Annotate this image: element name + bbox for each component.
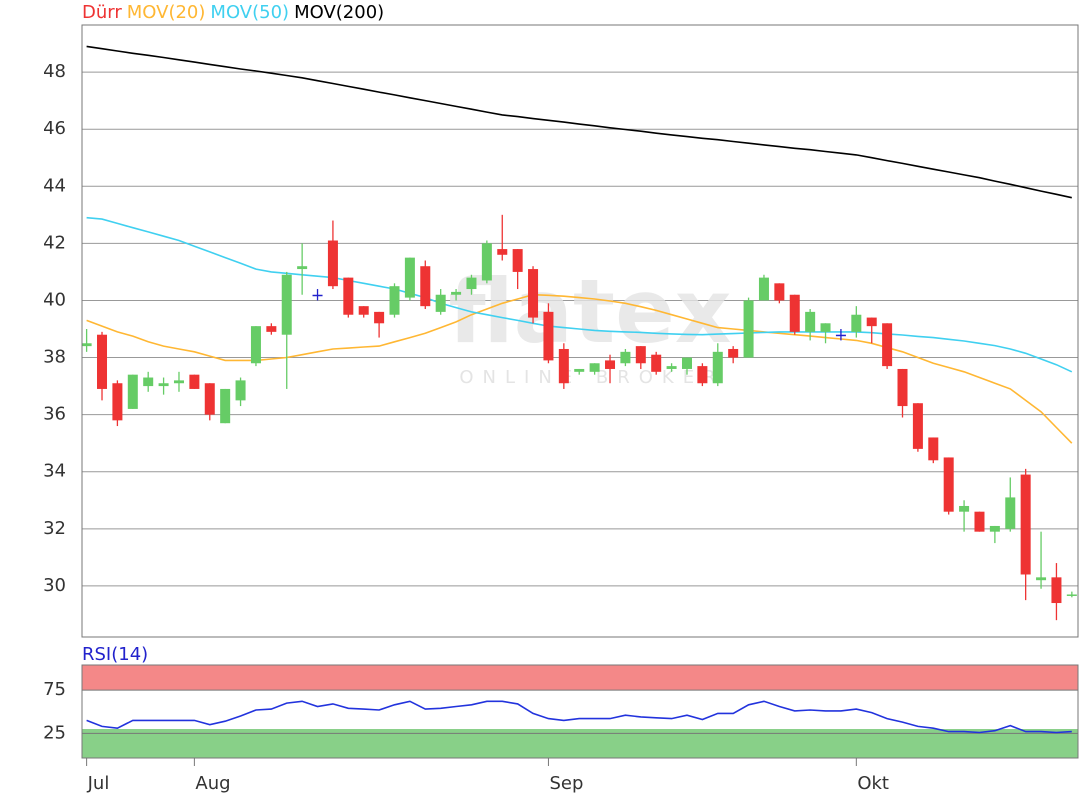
- candle-body: [235, 380, 246, 401]
- candle-body: [97, 334, 108, 389]
- candle-body: [127, 374, 138, 409]
- candle-body: [297, 266, 308, 270]
- candle-body: [974, 511, 985, 532]
- candle-body: [928, 437, 939, 461]
- candle-body: [589, 363, 600, 372]
- candle-body: [635, 346, 646, 364]
- y-tick-label: 36: [43, 404, 66, 425]
- candle-body: [943, 457, 954, 512]
- candle-body: [204, 383, 215, 415]
- candle-body: [327, 240, 338, 287]
- candle-body: [250, 326, 261, 364]
- candle-body: [266, 326, 277, 332]
- x-tick-label: Sep: [549, 773, 583, 794]
- candle-body: [897, 368, 908, 407]
- legend-entry: MOV(50): [210, 2, 289, 23]
- zone: [82, 665, 1078, 691]
- y-tick-label: 75: [43, 679, 66, 700]
- candle-body: [1005, 497, 1016, 529]
- candle-body: [728, 348, 739, 358]
- candle-body: [112, 383, 123, 421]
- candle-body: [851, 314, 862, 332]
- y-tick-label: 38: [43, 347, 66, 368]
- panel-title: RSI(14): [82, 644, 148, 665]
- y-tick-label: 44: [43, 175, 66, 196]
- moving-average-line: [86, 216, 1073, 373]
- candle-body: [743, 300, 754, 358]
- legend-entry: MOV(20): [127, 2, 206, 23]
- x-tick-label: Aug: [195, 773, 230, 794]
- candle-body: [558, 348, 569, 384]
- candle-body: [281, 274, 292, 335]
- candle-body: [358, 306, 369, 315]
- y-tick-label: 25: [43, 722, 66, 743]
- candle-body: [605, 360, 616, 369]
- x-tick-label: Okt: [857, 773, 889, 794]
- rsi-line: [86, 700, 1072, 734]
- candle-body: [220, 388, 231, 424]
- candle-body: [1036, 577, 1047, 581]
- candle-body: [1051, 577, 1062, 604]
- candle-body: [81, 343, 92, 347]
- candle-body: [143, 377, 154, 387]
- candle-body: [512, 249, 523, 272]
- y-tick-label: 40: [43, 289, 66, 310]
- candle-body: [528, 269, 539, 318]
- candle-body: [681, 357, 692, 369]
- moving-average-line: [86, 293, 1073, 444]
- plot-area: [82, 25, 1078, 637]
- candle-body: [435, 294, 446, 312]
- candle-body: [389, 286, 400, 315]
- candle-body: [712, 351, 723, 384]
- candle-body: [774, 283, 785, 301]
- candle-body: [574, 368, 585, 372]
- zone: [82, 729, 1078, 758]
- candle-body: [912, 403, 923, 449]
- candle-body: [805, 311, 816, 332]
- legend-entry: Dürr: [82, 2, 122, 23]
- watermark-sub: ONLINE BROKER: [459, 367, 724, 388]
- candle-body: [697, 366, 708, 384]
- candle-body: [466, 277, 477, 290]
- y-tick-label: 30: [43, 575, 66, 596]
- y-tick-label: 32: [43, 518, 66, 539]
- candle-body: [451, 291, 462, 295]
- candle-body: [420, 266, 431, 307]
- y-tick-label: 46: [43, 118, 66, 139]
- legend-entry: MOV(200): [294, 2, 384, 23]
- candle-body: [404, 257, 415, 298]
- y-tick-label: 48: [43, 61, 66, 82]
- candle-body: [189, 374, 200, 389]
- y-tick-label: 34: [43, 461, 66, 482]
- candle-body: [620, 351, 631, 364]
- x-tick-label: Jul: [87, 773, 110, 794]
- candle-body: [758, 277, 769, 301]
- candle-body: [1020, 474, 1031, 575]
- candle-body: [1066, 594, 1077, 596]
- y-tick-label: 42: [43, 232, 66, 253]
- candle-body: [882, 323, 893, 367]
- plot-border: [81, 664, 1079, 759]
- candle-body: [481, 243, 492, 281]
- candle-body: [374, 311, 385, 324]
- candle-body: [497, 249, 508, 255]
- candle-body: [866, 317, 877, 327]
- watermark: flatex: [448, 260, 731, 363]
- candle-body: [989, 525, 1000, 532]
- candle-body: [820, 323, 831, 332]
- plot-border: [81, 24, 1079, 638]
- moving-average-line: [86, 45, 1072, 199]
- candle-body: [835, 334, 846, 337]
- candle-body: [651, 354, 662, 372]
- candle-body: [173, 380, 184, 384]
- candle-body: [789, 294, 800, 332]
- candle-body: [158, 383, 169, 387]
- candle-body: [343, 277, 354, 315]
- candle-body: [312, 294, 323, 297]
- candle-body: [959, 505, 970, 512]
- candle-body: [666, 366, 677, 369]
- candle-body: [543, 311, 554, 361]
